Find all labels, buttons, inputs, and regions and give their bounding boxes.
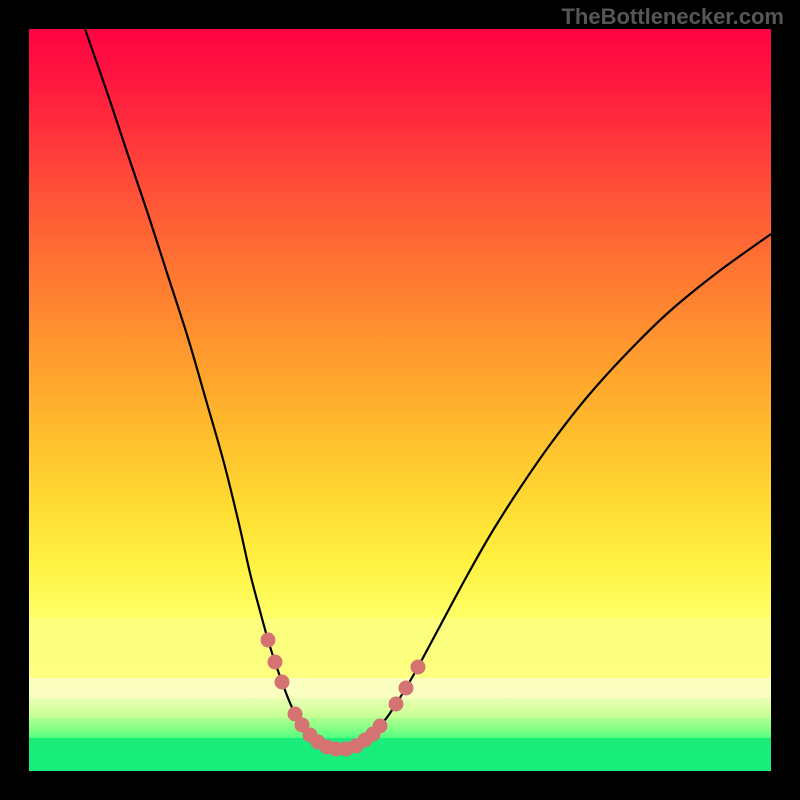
marker-point	[261, 633, 276, 648]
marker-point	[373, 719, 388, 734]
marker-point	[268, 655, 283, 670]
marker-point	[399, 681, 414, 696]
plot-area	[0, 0, 800, 800]
gradient-background	[29, 29, 771, 771]
watermark-text: TheBottlenecker.com	[561, 4, 784, 30]
marker-point	[411, 660, 426, 675]
marker-point	[389, 697, 404, 712]
chart-container: TheBottlenecker.com	[0, 0, 800, 800]
plot-svg	[0, 0, 800, 800]
marker-point	[275, 675, 290, 690]
